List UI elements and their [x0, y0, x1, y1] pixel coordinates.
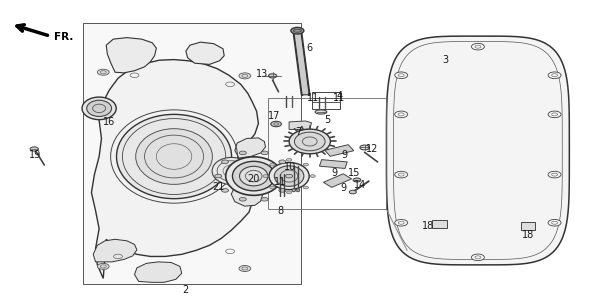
Ellipse shape	[353, 178, 360, 182]
Ellipse shape	[261, 197, 268, 201]
Polygon shape	[294, 32, 309, 95]
Ellipse shape	[548, 72, 561, 79]
Polygon shape	[91, 60, 258, 278]
Ellipse shape	[116, 114, 231, 199]
Polygon shape	[93, 239, 137, 262]
Ellipse shape	[292, 189, 296, 192]
Text: 12: 12	[366, 144, 378, 154]
Ellipse shape	[239, 265, 251, 272]
Ellipse shape	[315, 110, 327, 114]
Ellipse shape	[239, 197, 246, 201]
Polygon shape	[323, 174, 352, 188]
Polygon shape	[186, 42, 224, 64]
Polygon shape	[386, 36, 569, 265]
Ellipse shape	[291, 27, 304, 34]
Bar	[83, 23, 301, 284]
Text: 9: 9	[340, 183, 346, 193]
Ellipse shape	[303, 163, 309, 166]
Text: 9: 9	[332, 168, 337, 178]
Polygon shape	[231, 186, 263, 206]
Bar	[268, 98, 386, 209]
Text: 7: 7	[295, 127, 301, 138]
Ellipse shape	[287, 191, 291, 194]
Ellipse shape	[30, 147, 38, 151]
Ellipse shape	[212, 157, 250, 185]
Text: 5: 5	[324, 115, 330, 126]
Ellipse shape	[349, 190, 356, 194]
Text: 2: 2	[183, 285, 189, 296]
Ellipse shape	[395, 219, 408, 226]
Ellipse shape	[296, 189, 300, 192]
Text: 15: 15	[348, 168, 360, 178]
Ellipse shape	[294, 132, 325, 151]
Ellipse shape	[471, 43, 484, 50]
Ellipse shape	[215, 174, 222, 178]
Polygon shape	[521, 222, 535, 230]
Text: 10: 10	[284, 162, 296, 172]
Ellipse shape	[221, 189, 228, 192]
Ellipse shape	[548, 219, 561, 226]
Text: 19: 19	[30, 150, 41, 160]
Ellipse shape	[548, 111, 561, 118]
Text: 16: 16	[103, 117, 115, 127]
Text: 20: 20	[248, 174, 260, 184]
Text: 18: 18	[422, 221, 434, 231]
Ellipse shape	[279, 189, 286, 192]
Ellipse shape	[471, 254, 484, 261]
Ellipse shape	[360, 145, 369, 150]
Ellipse shape	[395, 72, 408, 79]
Ellipse shape	[97, 69, 109, 75]
Ellipse shape	[232, 161, 275, 191]
Ellipse shape	[293, 29, 301, 32]
Bar	[312, 92, 340, 109]
Text: 21: 21	[212, 182, 224, 192]
Text: 14: 14	[354, 180, 366, 190]
Ellipse shape	[395, 111, 408, 118]
Text: 4: 4	[336, 91, 342, 101]
Text: 3: 3	[442, 55, 448, 65]
Polygon shape	[106, 38, 156, 73]
Polygon shape	[319, 160, 348, 169]
Ellipse shape	[82, 97, 116, 119]
Ellipse shape	[239, 73, 251, 79]
Ellipse shape	[289, 129, 330, 154]
Polygon shape	[235, 138, 266, 158]
Text: 8: 8	[277, 206, 283, 216]
Polygon shape	[289, 121, 312, 129]
Ellipse shape	[268, 74, 277, 78]
Ellipse shape	[270, 163, 275, 166]
Ellipse shape	[263, 175, 268, 178]
Ellipse shape	[87, 100, 112, 116]
Ellipse shape	[221, 160, 228, 163]
Text: 18: 18	[522, 230, 534, 240]
Polygon shape	[324, 145, 354, 156]
Ellipse shape	[225, 157, 281, 195]
Text: 6: 6	[307, 43, 313, 53]
Text: 9: 9	[341, 150, 347, 160]
Ellipse shape	[287, 158, 291, 161]
Ellipse shape	[271, 121, 281, 127]
Ellipse shape	[136, 129, 212, 184]
Ellipse shape	[270, 186, 275, 189]
Ellipse shape	[269, 163, 309, 190]
Ellipse shape	[310, 175, 315, 178]
Ellipse shape	[97, 263, 109, 269]
Polygon shape	[432, 220, 447, 228]
Ellipse shape	[548, 171, 561, 178]
Ellipse shape	[286, 174, 293, 178]
Ellipse shape	[240, 166, 268, 186]
Text: 11: 11	[333, 93, 345, 103]
Ellipse shape	[395, 171, 408, 178]
Text: 11: 11	[307, 93, 319, 103]
Text: 13: 13	[257, 69, 268, 79]
Ellipse shape	[279, 160, 286, 163]
Text: 17: 17	[268, 111, 280, 121]
Polygon shape	[135, 262, 182, 282]
Ellipse shape	[239, 151, 246, 155]
Ellipse shape	[261, 151, 268, 155]
Text: FR.: FR.	[54, 32, 74, 42]
Ellipse shape	[274, 166, 304, 186]
Ellipse shape	[303, 186, 309, 189]
Text: 11: 11	[274, 177, 286, 187]
